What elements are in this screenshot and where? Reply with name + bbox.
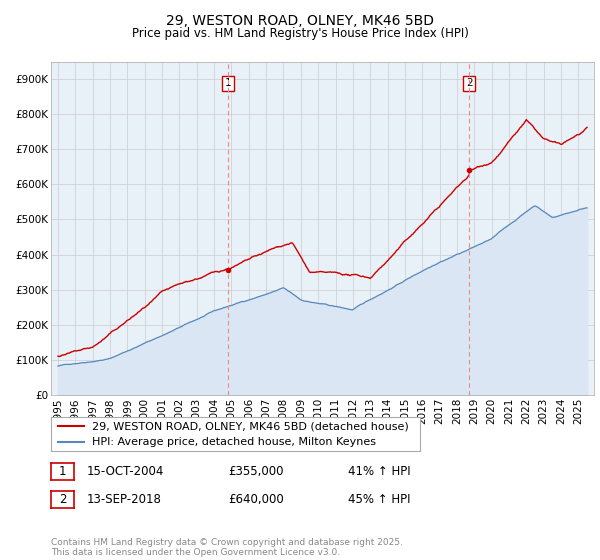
Text: 1: 1 <box>59 465 66 478</box>
Text: 29, WESTON ROAD, OLNEY, MK46 5BD: 29, WESTON ROAD, OLNEY, MK46 5BD <box>166 14 434 28</box>
Text: HPI: Average price, detached house, Milton Keynes: HPI: Average price, detached house, Milt… <box>92 437 376 447</box>
Text: Contains HM Land Registry data © Crown copyright and database right 2025.
This d: Contains HM Land Registry data © Crown c… <box>51 538 403 557</box>
Text: 1: 1 <box>224 78 231 88</box>
Text: 15-OCT-2004: 15-OCT-2004 <box>87 465 164 478</box>
Text: 41% ↑ HPI: 41% ↑ HPI <box>348 465 410 478</box>
Text: 29, WESTON ROAD, OLNEY, MK46 5BD (detached house): 29, WESTON ROAD, OLNEY, MK46 5BD (detach… <box>92 421 409 431</box>
Text: Price paid vs. HM Land Registry's House Price Index (HPI): Price paid vs. HM Land Registry's House … <box>131 27 469 40</box>
Text: 13-SEP-2018: 13-SEP-2018 <box>87 493 162 506</box>
Text: £355,000: £355,000 <box>228 465 284 478</box>
Text: £640,000: £640,000 <box>228 493 284 506</box>
Text: 2: 2 <box>466 78 473 88</box>
Text: 45% ↑ HPI: 45% ↑ HPI <box>348 493 410 506</box>
Text: 2: 2 <box>59 493 66 506</box>
